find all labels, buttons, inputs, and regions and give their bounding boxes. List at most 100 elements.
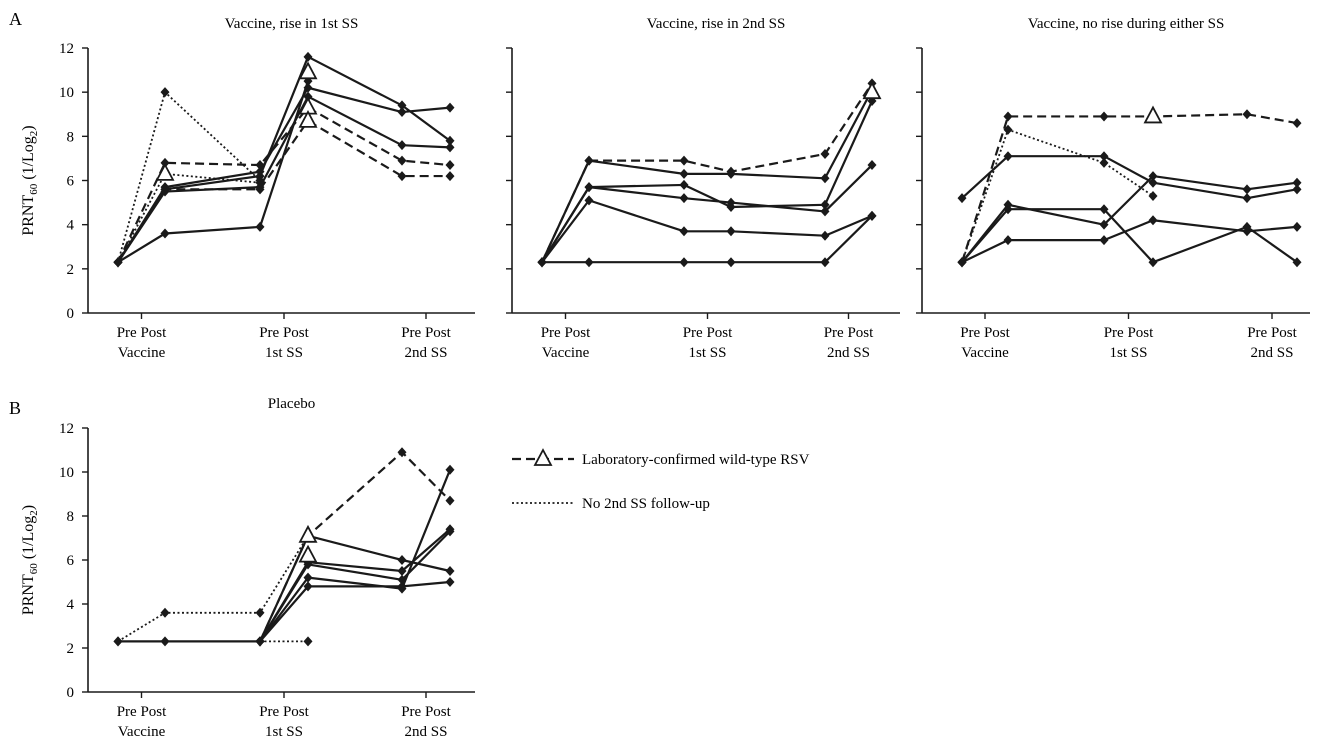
data-point-diamond bbox=[679, 226, 689, 237]
rsv-triangle-marker bbox=[298, 544, 318, 563]
chart-title: Vaccine, rise in 2nd SS bbox=[647, 16, 786, 32]
y-tick-label: 8 bbox=[67, 129, 75, 145]
x-tick-pair-label: Pre Post bbox=[401, 704, 451, 720]
y-tick-label: 10 bbox=[59, 85, 74, 101]
data-point-diamond bbox=[303, 91, 313, 102]
panel-letter-a: A bbox=[9, 9, 22, 29]
data-point-diamond bbox=[1242, 193, 1252, 204]
x-group-label: 1st SS bbox=[265, 724, 303, 740]
x-group-label: Vaccine bbox=[118, 724, 166, 740]
x-tick-pair-label: Pre Post bbox=[1104, 325, 1154, 341]
data-point-diamond bbox=[820, 149, 830, 159]
data-point-diamond bbox=[1148, 257, 1158, 268]
data-point-diamond bbox=[445, 526, 455, 537]
series-line-solid bbox=[961, 155, 1298, 200]
data-point-diamond bbox=[1292, 177, 1302, 188]
data-point-diamond bbox=[397, 107, 407, 118]
x-tick-pair-label: Pre Post bbox=[259, 704, 309, 720]
rsv-triangle-marker bbox=[155, 162, 175, 181]
series-line-solid bbox=[961, 208, 1298, 264]
y-tick-label: 0 bbox=[67, 685, 75, 701]
data-point-diamond bbox=[957, 257, 967, 268]
y-tick-label: 4 bbox=[67, 597, 75, 613]
data-point-diamond bbox=[1099, 111, 1109, 122]
chart-title: Vaccine, rise in 1st SS bbox=[225, 16, 359, 32]
x-group-label: 1st SS bbox=[265, 345, 303, 361]
legend-label: Laboratory-confirmed wild-type RSV bbox=[582, 452, 810, 468]
data-point-diamond bbox=[584, 155, 594, 166]
x-group-label: 2nd SS bbox=[405, 724, 448, 740]
data-point-diamond bbox=[445, 577, 455, 587]
data-point-diamond bbox=[1099, 235, 1109, 246]
data-point-diamond bbox=[537, 257, 547, 268]
legend: Laboratory-confirmed wild-type RSV No 2nd… bbox=[512, 448, 810, 512]
data-point-diamond bbox=[1292, 257, 1302, 268]
data-point-diamond bbox=[1242, 109, 1252, 120]
series-line-solid bbox=[117, 80, 310, 264]
data-point-diamond bbox=[726, 226, 736, 237]
data-point-diamond bbox=[1292, 118, 1302, 129]
chart-title: Placebo bbox=[268, 396, 315, 412]
data-point-diamond bbox=[397, 566, 407, 576]
data-point-diamond bbox=[255, 184, 265, 195]
data-point-diamond bbox=[584, 195, 594, 206]
series-line-solid bbox=[961, 219, 1298, 264]
x-tick-pair-label: Pre Post bbox=[117, 704, 167, 720]
data-point-diamond bbox=[445, 495, 455, 506]
data-point-diamond bbox=[397, 140, 407, 151]
data-point-diamond bbox=[726, 257, 736, 268]
rsv-triangle-marker bbox=[1143, 105, 1163, 124]
y-axis-label: PRNT60 (1/Log2) bbox=[20, 125, 40, 235]
data-point-diamond bbox=[113, 257, 123, 268]
y-tick-label: 0 bbox=[67, 306, 75, 322]
data-point-diamond bbox=[160, 157, 170, 168]
series-line-dashed bbox=[960, 113, 1298, 263]
series-line-dotted bbox=[117, 91, 261, 263]
data-point-diamond bbox=[445, 464, 455, 475]
series-line-solid bbox=[961, 174, 1298, 263]
series-line-dotted bbox=[961, 128, 1154, 263]
data-point-diamond bbox=[867, 210, 877, 221]
y-tick-label: 8 bbox=[67, 509, 75, 525]
data-point-diamond bbox=[1148, 190, 1158, 201]
chart-title: Vaccine, no rise during either SS bbox=[1028, 16, 1225, 32]
series-line-solid bbox=[541, 199, 873, 263]
data-point-diamond bbox=[584, 182, 594, 193]
data-point-diamond bbox=[397, 447, 407, 458]
chart-panel-4: Placebo 0 2 4 6 8 10 12 Pre Post Vaccine Pre Post 1… bbox=[20, 396, 475, 740]
x-group-label: 2nd SS bbox=[405, 345, 448, 361]
series-line-dotted bbox=[117, 535, 309, 643]
chart-panel-2: Vaccine, rise in 2nd SS Pre Post Vaccine Pr… bbox=[506, 16, 900, 361]
data-point-diamond bbox=[445, 160, 455, 171]
data-point-diamond bbox=[1099, 204, 1109, 215]
x-group-label: Vaccine bbox=[961, 345, 1009, 361]
series-line-solid bbox=[541, 164, 873, 263]
data-point-diamond bbox=[1148, 177, 1158, 188]
data-point-diamond bbox=[1099, 157, 1109, 168]
x-tick-pair-label: Pre Post bbox=[824, 325, 874, 341]
chart-panel-1: Vaccine, rise in 1st SS 0 2 4 6 8 10 12 Pre Post… bbox=[20, 16, 475, 361]
data-point-diamond bbox=[1099, 151, 1109, 162]
series-line-dashed bbox=[117, 119, 450, 263]
data-point-diamond bbox=[397, 100, 407, 111]
data-point-diamond bbox=[957, 193, 967, 204]
data-point-diamond bbox=[820, 206, 830, 217]
y-tick-label: 12 bbox=[59, 421, 74, 437]
data-point-diamond bbox=[1148, 215, 1158, 226]
series-line-dashed bbox=[541, 82, 873, 263]
data-point-diamond bbox=[1003, 124, 1013, 135]
data-point-diamond bbox=[397, 555, 407, 565]
data-point-diamond bbox=[397, 171, 407, 182]
x-group-label: 2nd SS bbox=[1251, 345, 1294, 361]
x-tick-pair-label: Pre Post bbox=[960, 325, 1010, 341]
data-point-diamond bbox=[820, 257, 830, 268]
x-tick-pair-label: Pre Post bbox=[401, 325, 451, 341]
data-point-diamond bbox=[255, 177, 265, 188]
rsv-triangle-marker bbox=[298, 61, 318, 80]
y-tick-label: 2 bbox=[67, 262, 75, 278]
x-tick-pair-label: Pre Post bbox=[1247, 325, 1297, 341]
y-tick-label: 4 bbox=[67, 218, 75, 234]
y-tick-label: 2 bbox=[67, 641, 75, 657]
data-point-diamond bbox=[820, 199, 830, 210]
